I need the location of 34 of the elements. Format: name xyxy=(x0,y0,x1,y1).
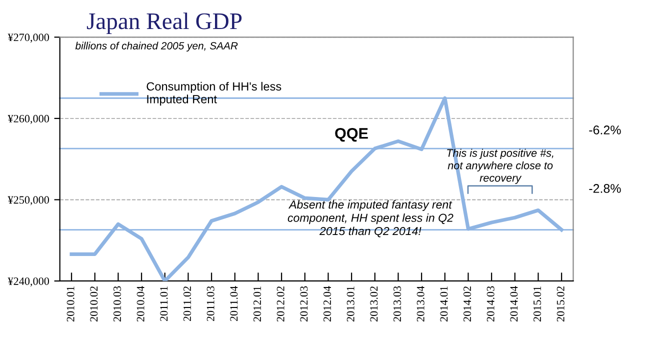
x-tick-label: 2014.01 xyxy=(440,286,448,322)
x-tick-label: 2012.04 xyxy=(323,286,332,322)
y-tick-label: ¥240,000 xyxy=(8,277,50,287)
annotation: This is just positive #s, not anywhere close to recovery xyxy=(447,148,554,184)
x-tick-label: 2010.04 xyxy=(136,286,144,322)
text: -2.8% xyxy=(589,184,621,193)
x-tick-label: 2013.03 xyxy=(393,286,402,322)
y-tick-label: ¥260,000 xyxy=(8,114,50,124)
x-tick-label: 2012.02 xyxy=(276,286,284,322)
x-tick-label: 2012.03 xyxy=(300,286,308,322)
y-tick-label: ¥250,000 xyxy=(8,196,50,206)
x-tick-label: 2013.02 xyxy=(370,286,378,322)
chart-subtitle: billions of chained 2005 yen, SAAR xyxy=(75,42,238,52)
x-tick-label: 2013.04 xyxy=(416,286,424,322)
x-tick-label: 2014.02 xyxy=(464,286,472,322)
annotation: Absent the imputed fantasy rent component, HH spent less in Q2 2015 than Q2 2014! xyxy=(288,200,454,238)
x-tick-label: 2014.04 xyxy=(510,286,518,322)
x-tick-label: 2010.02 xyxy=(90,286,98,322)
x-tick-label: 2011.02 xyxy=(183,286,192,322)
text: -6.2% xyxy=(589,126,621,134)
chart-title: Japan Real GDP xyxy=(86,12,242,34)
x-tick-label: 2010.01 xyxy=(66,286,74,322)
x-tick-label: 2011.01 xyxy=(160,286,168,322)
x-tick-label: 2015.01 xyxy=(534,286,542,322)
annotation: QQE xyxy=(335,128,368,142)
y-tick-label: ¥270,000 xyxy=(8,34,50,43)
x-tick-label: 2011.03 xyxy=(206,286,214,322)
x-tick-label: 2014.03 xyxy=(486,286,494,322)
x-tick-label: 2012.01 xyxy=(253,286,262,322)
x-tick-label: 2011.04 xyxy=(230,286,238,322)
x-tick-label: 2015.02 xyxy=(556,286,564,322)
x-tick-label: 2013.01 xyxy=(346,286,354,322)
legend-label: Consumption of HH's less Imputed Rent xyxy=(146,82,282,106)
x-tick-label: 2010.03 xyxy=(113,286,122,322)
